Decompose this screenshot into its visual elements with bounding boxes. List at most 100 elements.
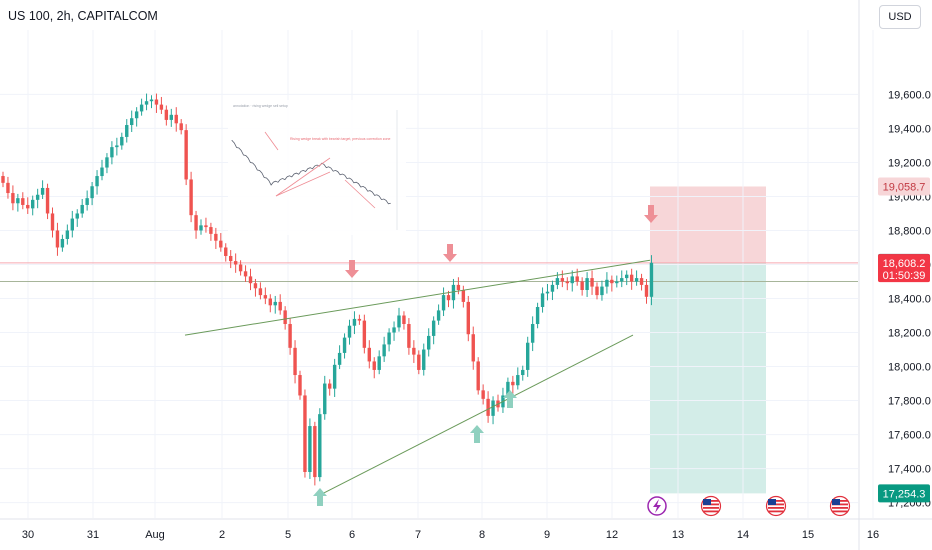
candle-body bbox=[407, 324, 411, 348]
time-tick-label: 31 bbox=[87, 529, 99, 541]
candle-body bbox=[105, 157, 109, 168]
price-tick-label: 19,600.0 bbox=[888, 89, 931, 101]
candle-body bbox=[164, 109, 169, 120]
candles bbox=[1, 93, 654, 486]
price-label-text: 19,058.7 bbox=[883, 181, 926, 193]
stop-loss-zone[interactable] bbox=[650, 186, 766, 263]
risk-reward-zones[interactable] bbox=[650, 186, 766, 494]
us-flag-event-icon[interactable] bbox=[765, 495, 787, 517]
candle-body bbox=[427, 335, 431, 350]
time-tick-label: Aug bbox=[145, 529, 165, 541]
candle-body bbox=[417, 354, 421, 370]
candle-body bbox=[649, 262, 654, 297]
candle-body bbox=[422, 349, 426, 370]
candle-body bbox=[149, 99, 154, 102]
candle-body bbox=[90, 186, 94, 199]
sell-arrow-icon bbox=[644, 205, 658, 223]
price-tick-label: 17,800.0 bbox=[888, 396, 931, 408]
inset-price-line bbox=[231, 140, 391, 205]
candle-body bbox=[625, 274, 629, 279]
candle-body bbox=[491, 400, 495, 416]
inset-wedge bbox=[275, 171, 331, 197]
candle-body bbox=[466, 301, 470, 335]
candle-body bbox=[134, 111, 139, 119]
candle-body bbox=[382, 344, 386, 357]
price-axis[interactable]: 19,600.019,400.019,200.019,000.018,800.0… bbox=[858, 0, 931, 550]
price-tick-label: 18,400.0 bbox=[888, 294, 931, 306]
time-tick-label: 7 bbox=[415, 529, 421, 541]
economic-events[interactable] bbox=[647, 495, 851, 517]
price-tick-label: 17,600.0 bbox=[888, 430, 931, 442]
candle-body bbox=[31, 199, 35, 209]
sell-arrow-icon bbox=[345, 260, 359, 278]
candle-body bbox=[125, 125, 129, 137]
candle-body bbox=[392, 327, 396, 333]
candle-body bbox=[60, 238, 65, 248]
inset-target-arrow bbox=[344, 179, 376, 209]
candle-body bbox=[540, 293, 545, 308]
candle-body bbox=[55, 230, 60, 248]
inset-arrow bbox=[264, 131, 279, 151]
wedge-lower-line[interactable] bbox=[319, 334, 634, 496]
us-flag-event-icon[interactable] bbox=[700, 495, 722, 517]
candle-body bbox=[605, 279, 609, 287]
price-tick-label: 19,400.0 bbox=[888, 123, 931, 135]
candle-body bbox=[560, 278, 565, 282]
candle-body bbox=[511, 381, 515, 386]
buy-arrow-icon bbox=[503, 390, 517, 408]
candle-body bbox=[337, 352, 342, 365]
candle-body bbox=[169, 114, 173, 120]
candle-body bbox=[367, 347, 371, 362]
candle-body bbox=[516, 375, 520, 386]
time-axis[interactable]: 30 31 Aug 2 5 6 7 8 9 12 13 14 15 16 bbox=[0, 518, 932, 541]
candle-body bbox=[550, 284, 555, 292]
candle-body bbox=[65, 230, 70, 239]
time-tick-label: 30 bbox=[22, 529, 34, 541]
candle-body bbox=[75, 213, 79, 219]
candle-body bbox=[590, 278, 594, 287]
candle-body bbox=[258, 288, 263, 296]
candle-body bbox=[115, 145, 119, 148]
candle-body bbox=[263, 295, 268, 299]
price-label bbox=[878, 254, 930, 283]
wedge-upper-line[interactable] bbox=[184, 259, 651, 336]
candle-body bbox=[377, 356, 381, 370]
candle-body bbox=[506, 381, 510, 396]
candle-body bbox=[476, 361, 480, 391]
signal-arrows bbox=[313, 205, 658, 506]
candle-body bbox=[328, 383, 332, 389]
candle-body bbox=[219, 240, 223, 248]
candle-body bbox=[461, 290, 466, 302]
candle-body bbox=[402, 315, 406, 325]
candle-body bbox=[293, 347, 297, 376]
inset-legend: annotation · rising wedge sell setup bbox=[233, 104, 288, 108]
price-tick-label: 18,800.0 bbox=[888, 225, 931, 237]
candle-body bbox=[575, 276, 579, 282]
candle-body bbox=[16, 198, 20, 204]
candle-body bbox=[362, 320, 367, 348]
candle-body bbox=[6, 182, 10, 194]
take-profit-zone[interactable] bbox=[650, 262, 766, 494]
us-flag-event-icon[interactable] bbox=[829, 495, 851, 517]
buy-arrow-icon bbox=[470, 425, 484, 443]
candle-body bbox=[238, 264, 243, 272]
candle-body bbox=[436, 310, 441, 321]
candle-body bbox=[204, 225, 208, 228]
candle-body bbox=[471, 334, 475, 362]
candle-body bbox=[229, 255, 233, 262]
candle-body bbox=[184, 130, 188, 180]
candle-body bbox=[481, 390, 485, 399]
candle-body bbox=[120, 136, 124, 146]
time-tick-label: 15 bbox=[802, 529, 814, 541]
price-tick-label: 18,000.0 bbox=[888, 362, 931, 374]
candle-body bbox=[253, 283, 258, 289]
currency-button[interactable]: USD bbox=[879, 5, 921, 29]
candle-body bbox=[332, 364, 337, 389]
candle-body bbox=[209, 227, 213, 234]
candle-body bbox=[486, 398, 490, 416]
candle-body bbox=[615, 281, 619, 284]
candle-body bbox=[412, 347, 416, 355]
trendlines[interactable] bbox=[184, 259, 651, 496]
candle-body bbox=[174, 114, 178, 124]
